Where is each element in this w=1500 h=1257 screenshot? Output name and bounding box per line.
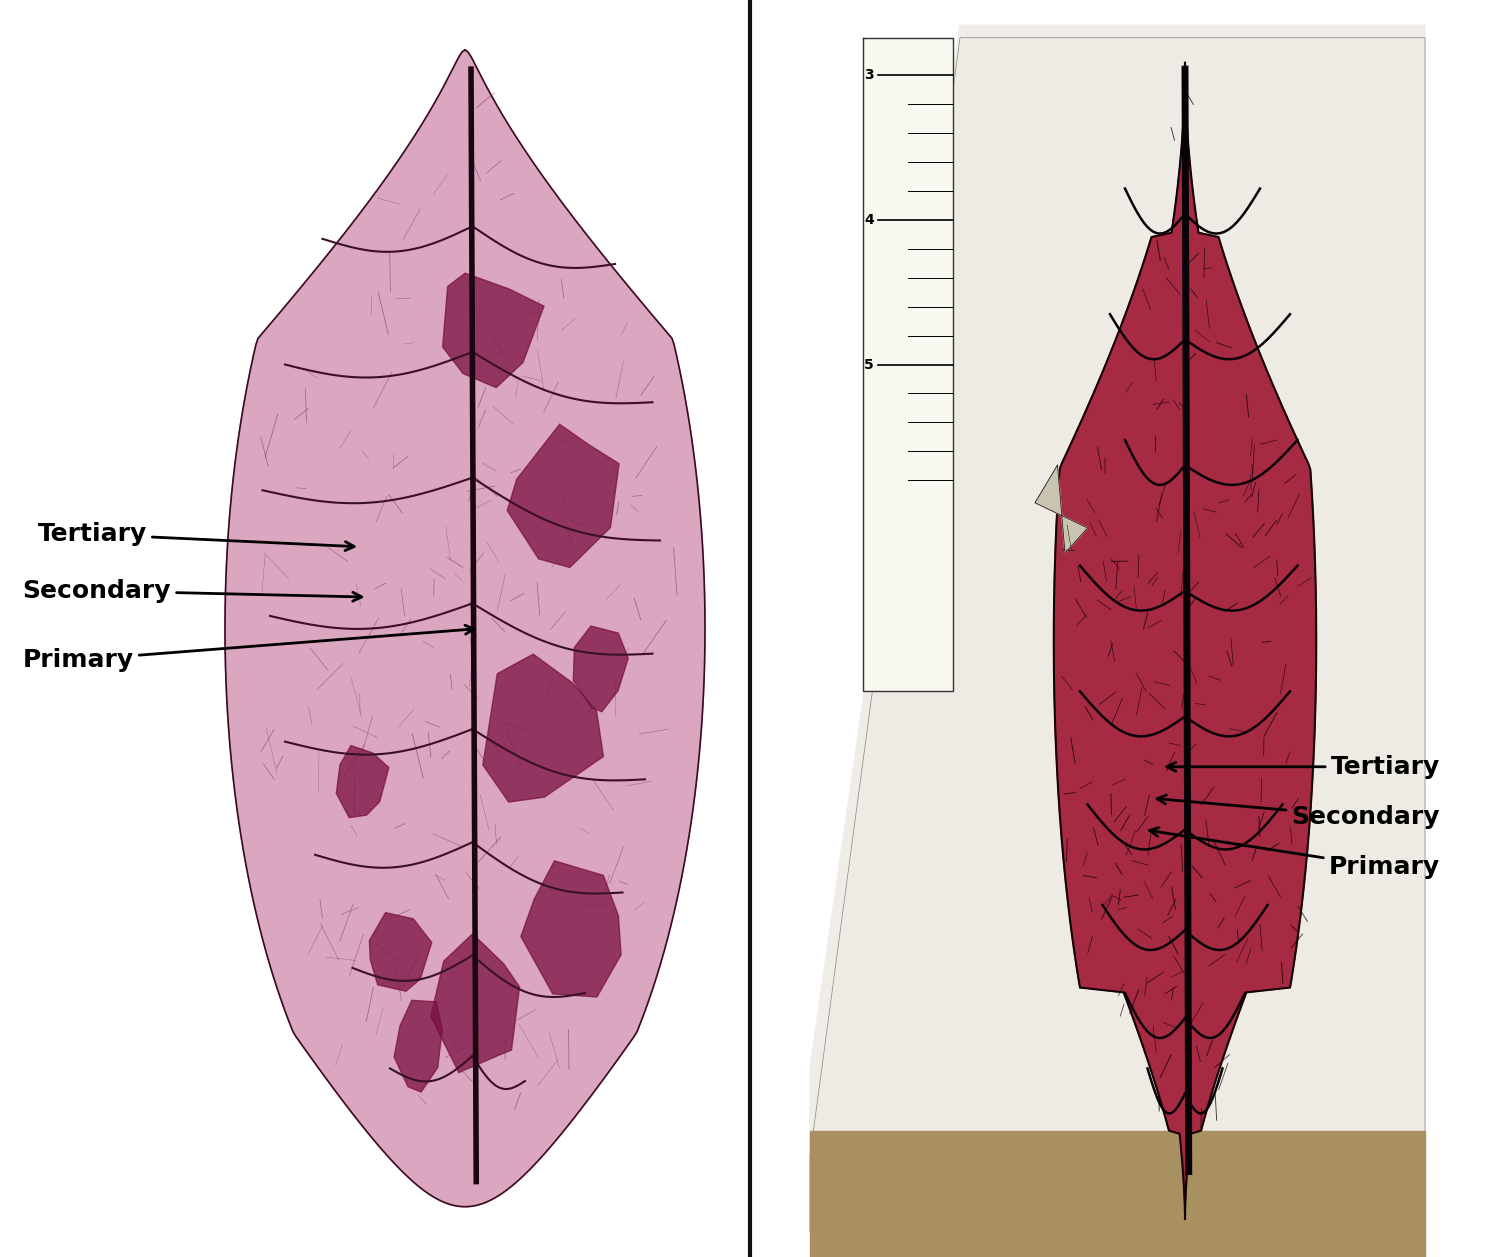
Polygon shape [810,1131,1425,1257]
Polygon shape [573,626,628,711]
Polygon shape [810,38,1425,1232]
Text: 3: 3 [864,68,873,83]
Polygon shape [369,913,432,992]
Polygon shape [810,25,1425,1232]
Polygon shape [507,425,620,567]
Polygon shape [442,273,544,387]
Text: 4: 4 [864,212,873,228]
Polygon shape [1035,465,1088,553]
Text: Tertiary: Tertiary [1167,754,1440,779]
Polygon shape [336,745,388,817]
Text: Secondary: Secondary [22,578,361,603]
Polygon shape [394,1001,442,1092]
Text: Tertiary: Tertiary [38,522,354,551]
Polygon shape [1054,63,1316,1219]
Text: 5: 5 [864,357,873,372]
Polygon shape [430,934,519,1072]
Text: Primary: Primary [1149,827,1440,880]
Polygon shape [520,861,621,997]
Polygon shape [483,654,603,802]
Polygon shape [225,50,705,1207]
Polygon shape [225,50,705,1207]
Polygon shape [1054,63,1316,1219]
Text: Primary: Primary [22,625,474,672]
Text: Secondary: Secondary [1156,796,1440,830]
Polygon shape [862,38,952,691]
